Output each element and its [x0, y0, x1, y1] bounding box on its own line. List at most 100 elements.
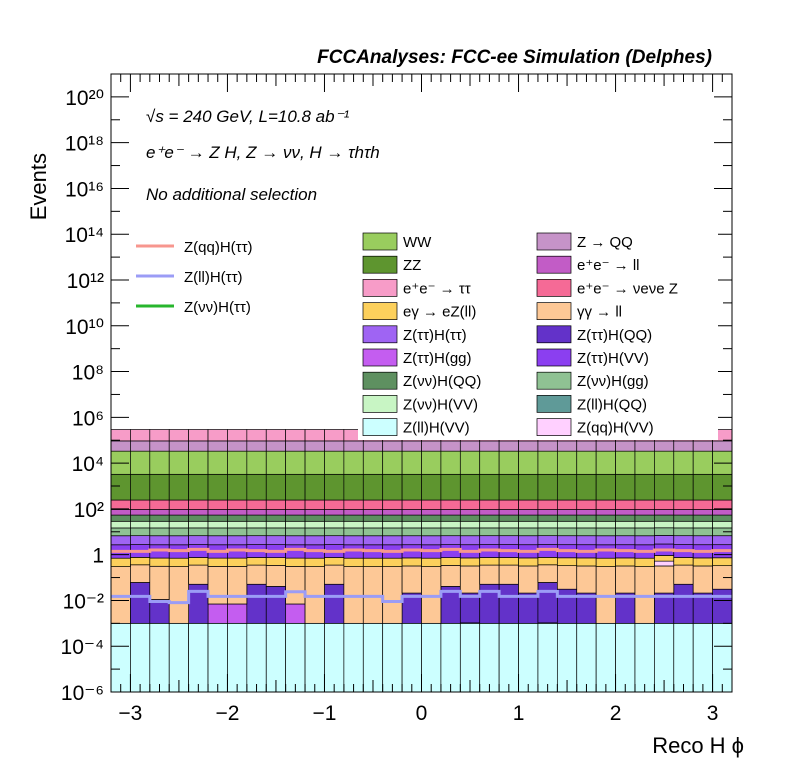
bar: [246, 450, 267, 475]
legend-label: Z(ττ)H(QQ): [577, 327, 652, 344]
bar: [595, 450, 616, 475]
bar: [130, 429, 151, 442]
bar: [362, 557, 384, 567]
bar: [692, 565, 713, 594]
bar: [227, 499, 248, 510]
bar: [343, 557, 364, 567]
bar: [615, 622, 636, 693]
bar: [227, 473, 248, 501]
bar: [382, 566, 403, 624]
bar: [188, 509, 209, 516]
bar: [207, 509, 228, 516]
bar: [421, 527, 442, 537]
bar: [149, 527, 170, 537]
bar: [556, 588, 578, 624]
x-axis-label: Reco H ϕ: [652, 733, 744, 758]
bar: [421, 473, 442, 501]
bar: [207, 450, 228, 475]
bar: [576, 527, 597, 537]
bar: [440, 565, 461, 587]
bar: [110, 514, 131, 522]
bar: [692, 527, 713, 537]
bar: [537, 622, 558, 693]
legend-swatch: [536, 279, 572, 297]
bar: [440, 473, 461, 501]
bar: [401, 473, 422, 501]
bar: [149, 509, 170, 516]
bar: [615, 557, 636, 567]
bar: [459, 514, 481, 522]
bar: [304, 450, 325, 475]
bar: [130, 622, 151, 693]
bar: [401, 520, 422, 529]
y-tick-label: 10⁶: [72, 407, 104, 430]
legend-label: Z → QQ: [577, 234, 633, 251]
bar: [673, 583, 694, 624]
bar: [168, 450, 189, 475]
bar: [556, 520, 578, 529]
legend-label: Z(ll)H(ττ): [184, 269, 243, 286]
chart-title: FCCAnalyses: FCC-ee Simulation (Delphes): [317, 47, 712, 68]
bar: [576, 520, 597, 529]
bar: [110, 429, 131, 442]
bar: [421, 440, 442, 452]
bar: [537, 535, 558, 545]
bar: [615, 520, 636, 529]
bar: [130, 473, 151, 501]
y-axis-label: Events: [26, 153, 51, 220]
bar: [382, 527, 403, 537]
bar: [265, 557, 287, 566]
bar: [673, 450, 694, 475]
bar: [324, 520, 345, 529]
bar: [149, 429, 170, 442]
bar: [130, 440, 151, 452]
bar: [459, 565, 481, 594]
bar: [362, 520, 384, 529]
bar: [285, 603, 306, 624]
bar: [207, 499, 228, 510]
bar: [265, 473, 287, 501]
bar: [324, 535, 345, 545]
bar: [692, 440, 713, 452]
bar: [265, 586, 287, 624]
bar: [595, 535, 616, 546]
bar: [479, 535, 500, 545]
bar: [692, 535, 713, 546]
bar: [498, 583, 519, 624]
bar: [518, 535, 539, 546]
bar: [459, 527, 481, 537]
process-annotation: e⁺e⁻ → Z H, Z → νν, H → τhτh: [146, 143, 380, 162]
bar: [615, 440, 636, 452]
bar: [518, 557, 539, 567]
bar: [459, 520, 481, 529]
bar: [130, 499, 151, 510]
bar: [595, 499, 616, 510]
x-tick-label: 2: [610, 702, 622, 725]
bar: [168, 429, 189, 442]
bar: [401, 514, 422, 522]
legend-swatch: [536, 348, 572, 367]
bar: [712, 440, 733, 452]
bar: [246, 514, 267, 522]
bar: [615, 473, 636, 501]
bar: [712, 473, 733, 501]
bar: [556, 440, 578, 452]
bar: [556, 565, 578, 590]
bar: [285, 544, 306, 559]
bar: [401, 527, 422, 537]
legend-swatch: [536, 255, 572, 274]
bar: [615, 499, 636, 510]
bar: [382, 520, 403, 529]
bar: [634, 514, 655, 522]
stacked-bars: [110, 429, 733, 693]
bar: [518, 565, 539, 594]
bar: [130, 520, 151, 529]
legend-label: Z(ττ)H(ττ): [403, 327, 467, 344]
legend-swatch: [536, 395, 572, 413]
bar: [518, 450, 539, 475]
bar: [130, 509, 151, 516]
bar: [304, 514, 325, 522]
bar: [168, 514, 189, 522]
bar: [149, 599, 170, 624]
y-tick-label: 10²⁰: [65, 87, 104, 110]
